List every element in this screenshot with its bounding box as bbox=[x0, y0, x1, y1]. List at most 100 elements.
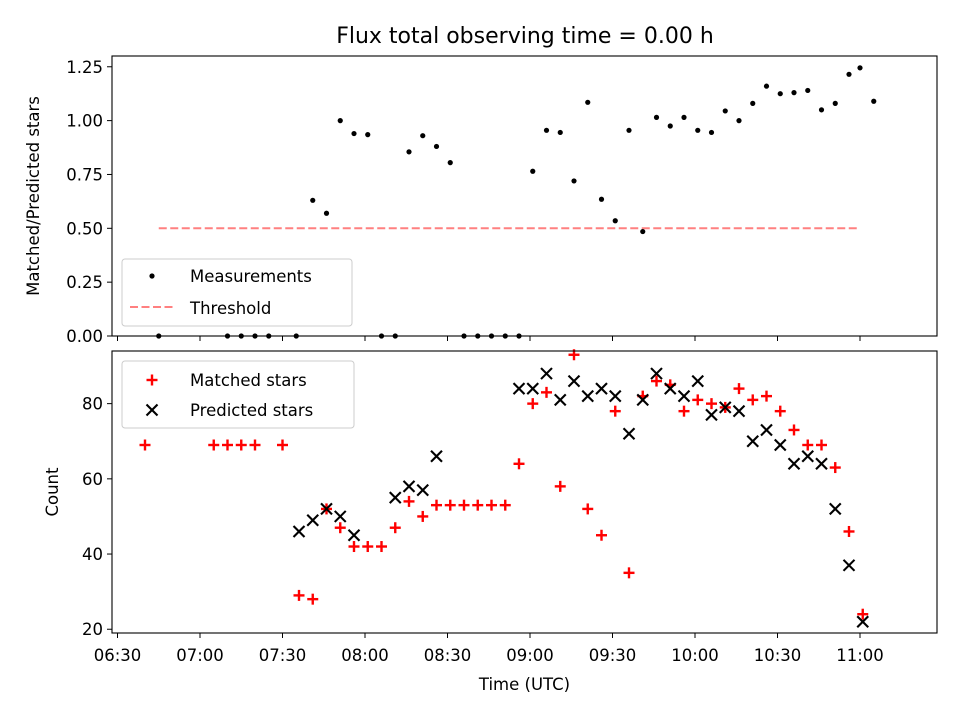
y-tick-label: 0.00 bbox=[66, 327, 103, 346]
measurement-point bbox=[667, 123, 673, 129]
measurement-point bbox=[763, 83, 770, 89]
matched-star-point bbox=[651, 375, 662, 387]
measurement-point bbox=[420, 133, 426, 139]
measurement-point bbox=[351, 130, 357, 137]
measurement-point bbox=[832, 100, 838, 106]
measurement-point bbox=[447, 160, 453, 166]
matched-star-point bbox=[733, 383, 745, 395]
predicted-star-point bbox=[416, 483, 429, 497]
measurement-point bbox=[585, 99, 591, 105]
matched-star-point bbox=[582, 503, 594, 515]
measurement-point bbox=[777, 91, 783, 97]
matched-star-point bbox=[774, 405, 786, 417]
measurement-point bbox=[626, 127, 632, 133]
matched-star-point bbox=[348, 541, 360, 553]
predicted-star-point bbox=[787, 457, 801, 471]
x-tick-label: 08:00 bbox=[341, 646, 389, 665]
matched-star-point bbox=[376, 541, 387, 553]
matched-star-point bbox=[334, 522, 346, 534]
predicted-star-point bbox=[774, 438, 787, 452]
measurement-point bbox=[557, 129, 563, 136]
measurement-point bbox=[571, 178, 577, 184]
predicted-star-point bbox=[705, 408, 718, 422]
matched-star-point bbox=[843, 525, 855, 537]
matched-star-point bbox=[802, 439, 814, 451]
predicted-star-point bbox=[334, 510, 347, 523]
matched-star-point bbox=[472, 499, 484, 511]
predicted-star-point bbox=[347, 528, 361, 542]
measurement-point bbox=[653, 114, 660, 120]
predicted-star-point bbox=[609, 389, 622, 403]
matched-star-point bbox=[208, 439, 220, 451]
predicted-star-point bbox=[512, 382, 526, 395]
matched-star-point bbox=[499, 499, 511, 511]
measurement-point bbox=[612, 218, 618, 224]
y-tick-label: 1.00 bbox=[66, 112, 103, 131]
measurement-point bbox=[871, 98, 877, 104]
y-tick-label: 80 bbox=[82, 395, 103, 414]
predicted-star-point bbox=[746, 434, 759, 448]
predicted-star-point bbox=[829, 502, 842, 516]
matched-star-point bbox=[788, 424, 800, 436]
matched-star-point bbox=[139, 439, 151, 451]
top-legend-box bbox=[121, 258, 353, 327]
matched-star-point bbox=[277, 439, 288, 451]
predicted-star-point bbox=[389, 491, 402, 504]
x-tick-label: 09:00 bbox=[506, 646, 554, 665]
measurements-legend-marker bbox=[149, 273, 155, 279]
measurement-point bbox=[722, 108, 728, 114]
measurement-point bbox=[323, 210, 330, 216]
bottom-legend: Matched stars Predicted stars bbox=[121, 360, 355, 429]
y-tick-label: 40 bbox=[82, 545, 103, 564]
matched-star-point bbox=[829, 462, 841, 474]
matched-star-point bbox=[609, 405, 621, 417]
bottom-axes-frame bbox=[111, 350, 938, 634]
x-axis-label: Time (UTC) bbox=[478, 675, 570, 694]
bottom-axes: 20 40 60 80 06:30 07:00 07:30 08:00 08:30 09:00 09… bbox=[43, 349, 938, 694]
predicted-star-point bbox=[430, 450, 443, 463]
predicted-star-point bbox=[292, 525, 306, 538]
predicted-legend-label: Predicted stars bbox=[190, 401, 313, 420]
matched-legend-marker bbox=[146, 374, 158, 386]
predicted-star-point bbox=[540, 367, 553, 380]
predicted-star-point bbox=[402, 480, 416, 493]
matched-star-point bbox=[706, 398, 717, 410]
predicted-star-point bbox=[856, 615, 869, 628]
matched-star-point bbox=[486, 499, 497, 511]
matched-star-point bbox=[417, 510, 429, 522]
matched-star-point bbox=[816, 439, 827, 451]
matched-star-point bbox=[222, 439, 233, 451]
predicted-star-point bbox=[554, 393, 567, 407]
matched-star-point bbox=[362, 541, 374, 553]
matched-star-point bbox=[692, 394, 704, 406]
x-tick-label: 10:30 bbox=[754, 646, 802, 665]
x-tick-label: 06:30 bbox=[94, 646, 142, 665]
x-tick-label: 10:00 bbox=[671, 646, 719, 665]
predicted-star-point bbox=[526, 382, 539, 395]
matched-legend-label: Matched stars bbox=[190, 371, 307, 390]
predicted-star-point bbox=[664, 382, 677, 395]
predicted-star-point bbox=[815, 457, 828, 471]
matched-star-point bbox=[235, 439, 247, 451]
measurement-point bbox=[310, 197, 316, 203]
x-tick-label: 08:30 bbox=[424, 646, 472, 665]
measurement-point bbox=[791, 90, 797, 96]
matched-star-point bbox=[431, 499, 442, 511]
measurement-point bbox=[805, 87, 811, 94]
matched-star-point bbox=[596, 529, 607, 541]
threshold-legend-label: Threshold bbox=[189, 299, 271, 318]
y-tick-label: 1.25 bbox=[66, 58, 103, 77]
matched-star-point bbox=[527, 398, 539, 410]
matched-star-point bbox=[623, 567, 635, 579]
predicted-star-point bbox=[691, 374, 704, 388]
predicted-legend-marker bbox=[145, 403, 159, 417]
predicted-star-point bbox=[581, 389, 594, 403]
x-tick-label: 07:00 bbox=[176, 646, 224, 665]
top-axes: 0.00 0.25 0.50 0.75 1.00 1.25 Matched/Predicte… bbox=[24, 55, 938, 346]
predicted-star-point bbox=[719, 401, 732, 414]
measurement-point bbox=[640, 228, 646, 235]
predicted-star-point bbox=[732, 404, 746, 418]
predicted-star-point bbox=[567, 374, 581, 388]
measurement-point bbox=[846, 71, 852, 77]
